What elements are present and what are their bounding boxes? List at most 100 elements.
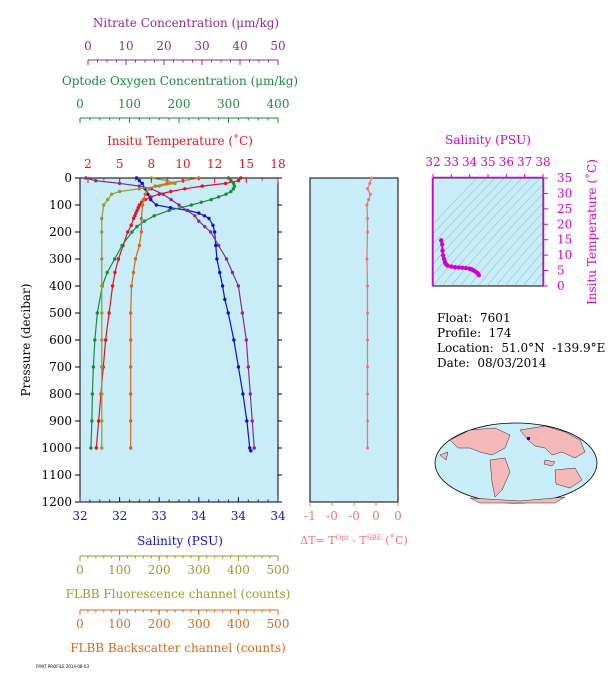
fluorescence-axis-label: FLBB Fluorescence channel (counts): [66, 587, 291, 601]
density-contour: [540, 283, 543, 286]
temperature-tick-label: 5: [116, 157, 124, 171]
nitrate-tick-label: 30: [194, 39, 209, 53]
temperature-axis-label: Insitu Temperature (˚C): [107, 133, 253, 148]
density-contour: [450, 183, 543, 286]
backscatter-axis: 0 100 200 300 400 500 FLBB Backscatter channe…: [70, 609, 289, 655]
point-salinity: [245, 419, 249, 423]
density-contour: [433, 178, 523, 276]
point-salinity: [214, 243, 218, 248]
ts-y-axis-label: Insitu Temperature (˚C): [584, 159, 599, 305]
pressure-tick-label: 400: [49, 279, 72, 293]
oxygen-tick-label: 100: [118, 97, 141, 111]
nitrate-tick-label: 20: [156, 39, 171, 53]
point-nitrate: [94, 179, 98, 183]
main-plot-area: [79, 177, 279, 503]
nitrate-tick-label: 0: [84, 39, 92, 53]
point-temperature: [183, 187, 187, 191]
temperature-tick-label: 18: [270, 157, 285, 171]
density-contour: [504, 241, 543, 286]
density-contour: [433, 178, 514, 265]
ts-x-tick-label: 33: [444, 155, 459, 169]
pressure-tick-label: 700: [49, 360, 72, 374]
point-nitrate: [216, 243, 221, 248]
ts-point: [440, 252, 446, 258]
land-antarctica: [469, 496, 566, 504]
pressure-tick-label: 200: [49, 225, 72, 239]
pressure-axis: Pressure (decibar) 0 100 200 300 400 500 600 70…: [19, 171, 398, 509]
fluorescence-tick-label: 500: [267, 563, 290, 577]
fluorescence-tick-label: 300: [187, 563, 210, 577]
salinity-tick-label: 32: [112, 509, 127, 523]
backscatter-tick-label: 300: [187, 617, 210, 631]
ts-point: [463, 265, 469, 271]
point-delta-t: [365, 203, 369, 207]
delta-t-series-layer: [365, 176, 374, 450]
fluorescence-tick-label: 200: [148, 563, 171, 577]
ts-x-tick-label: 37: [517, 155, 532, 169]
density-contour: [531, 272, 543, 286]
point-temperature: [96, 419, 101, 423]
ts-point: [456, 265, 461, 270]
point-fluorescence: [137, 187, 142, 191]
point-delta-t: [370, 176, 374, 180]
point-salinity: [140, 181, 144, 186]
point-backscatter: [129, 284, 134, 288]
point-salinity: [197, 211, 201, 215]
point-nitrate: [137, 184, 142, 188]
point-backscatter: [128, 365, 133, 369]
point-salinity: [218, 270, 222, 275]
ts-point: [452, 264, 458, 270]
ts-x-axis: 32 33 34 35 36 37 38: [425, 155, 551, 286]
point-fluorescence: [165, 179, 169, 183]
nitrate-axis: Nitrate Concentration (μm/kg) 0 10 20 30 40 5…: [84, 16, 286, 65]
point-delta-t: [365, 338, 369, 342]
point-delta-t: [365, 446, 369, 450]
point-delta-t: [365, 392, 369, 396]
point-salinity: [236, 365, 241, 369]
float-info: Float: 7601 Profile: 174 Location: 51.0°…: [437, 311, 605, 371]
pressure-tick-label: 1100: [41, 468, 72, 482]
ts-density-contours: [433, 178, 543, 286]
point-nitrate: [248, 392, 252, 396]
point-oxygen: [189, 203, 194, 207]
point-backscatter: [143, 192, 148, 196]
temperature-tick-label: 2: [84, 157, 92, 171]
point-salinity: [223, 297, 227, 302]
nitrate-tick-label: 50: [270, 39, 285, 53]
point-delta-t: [368, 181, 372, 185]
point-salinity: [149, 197, 153, 202]
point-salinity: [154, 203, 159, 207]
point-oxygen: [135, 224, 139, 229]
point-fluorescence: [100, 216, 104, 221]
point-nitrate: [203, 224, 207, 229]
point-oxygen: [130, 230, 134, 234]
pressure-tick-label: 900: [49, 414, 72, 428]
point-delta-t: [365, 217, 369, 220]
point-backscatter: [137, 243, 142, 248]
point-salinity: [168, 206, 173, 210]
point-salinity: [241, 392, 245, 396]
point-temperature: [129, 223, 133, 227]
nitrate-tick-label: 10: [118, 39, 133, 53]
backscatter-tick-label: 400: [227, 617, 250, 631]
pressure-tick-label: 1200: [41, 495, 72, 509]
point-delta-t: [365, 257, 369, 261]
point-nitrate: [197, 219, 201, 223]
point-nitrate: [169, 197, 173, 202]
point-delta-t: [365, 187, 369, 191]
point-backscatter: [128, 311, 133, 315]
point-temperature: [200, 184, 204, 188]
fluorescence-axis: 0 100 200 300 400 500 FLBB Fluorescence chann…: [66, 555, 291, 601]
salinity-axis: 32 32 33 34 34 34 Salinity (PSU): [72, 497, 286, 548]
point-fluorescence: [117, 189, 122, 194]
point-backscatter: [141, 197, 146, 202]
point-temperature: [94, 446, 99, 450]
density-contour: [477, 212, 543, 286]
ts-point: [449, 264, 454, 269]
point-temperature: [137, 203, 142, 207]
temperature-tick-label: 8: [148, 157, 156, 171]
point-oxygen: [90, 392, 95, 396]
point-fluorescence: [100, 284, 104, 288]
delta-t-tick-label: 0: [394, 509, 402, 523]
